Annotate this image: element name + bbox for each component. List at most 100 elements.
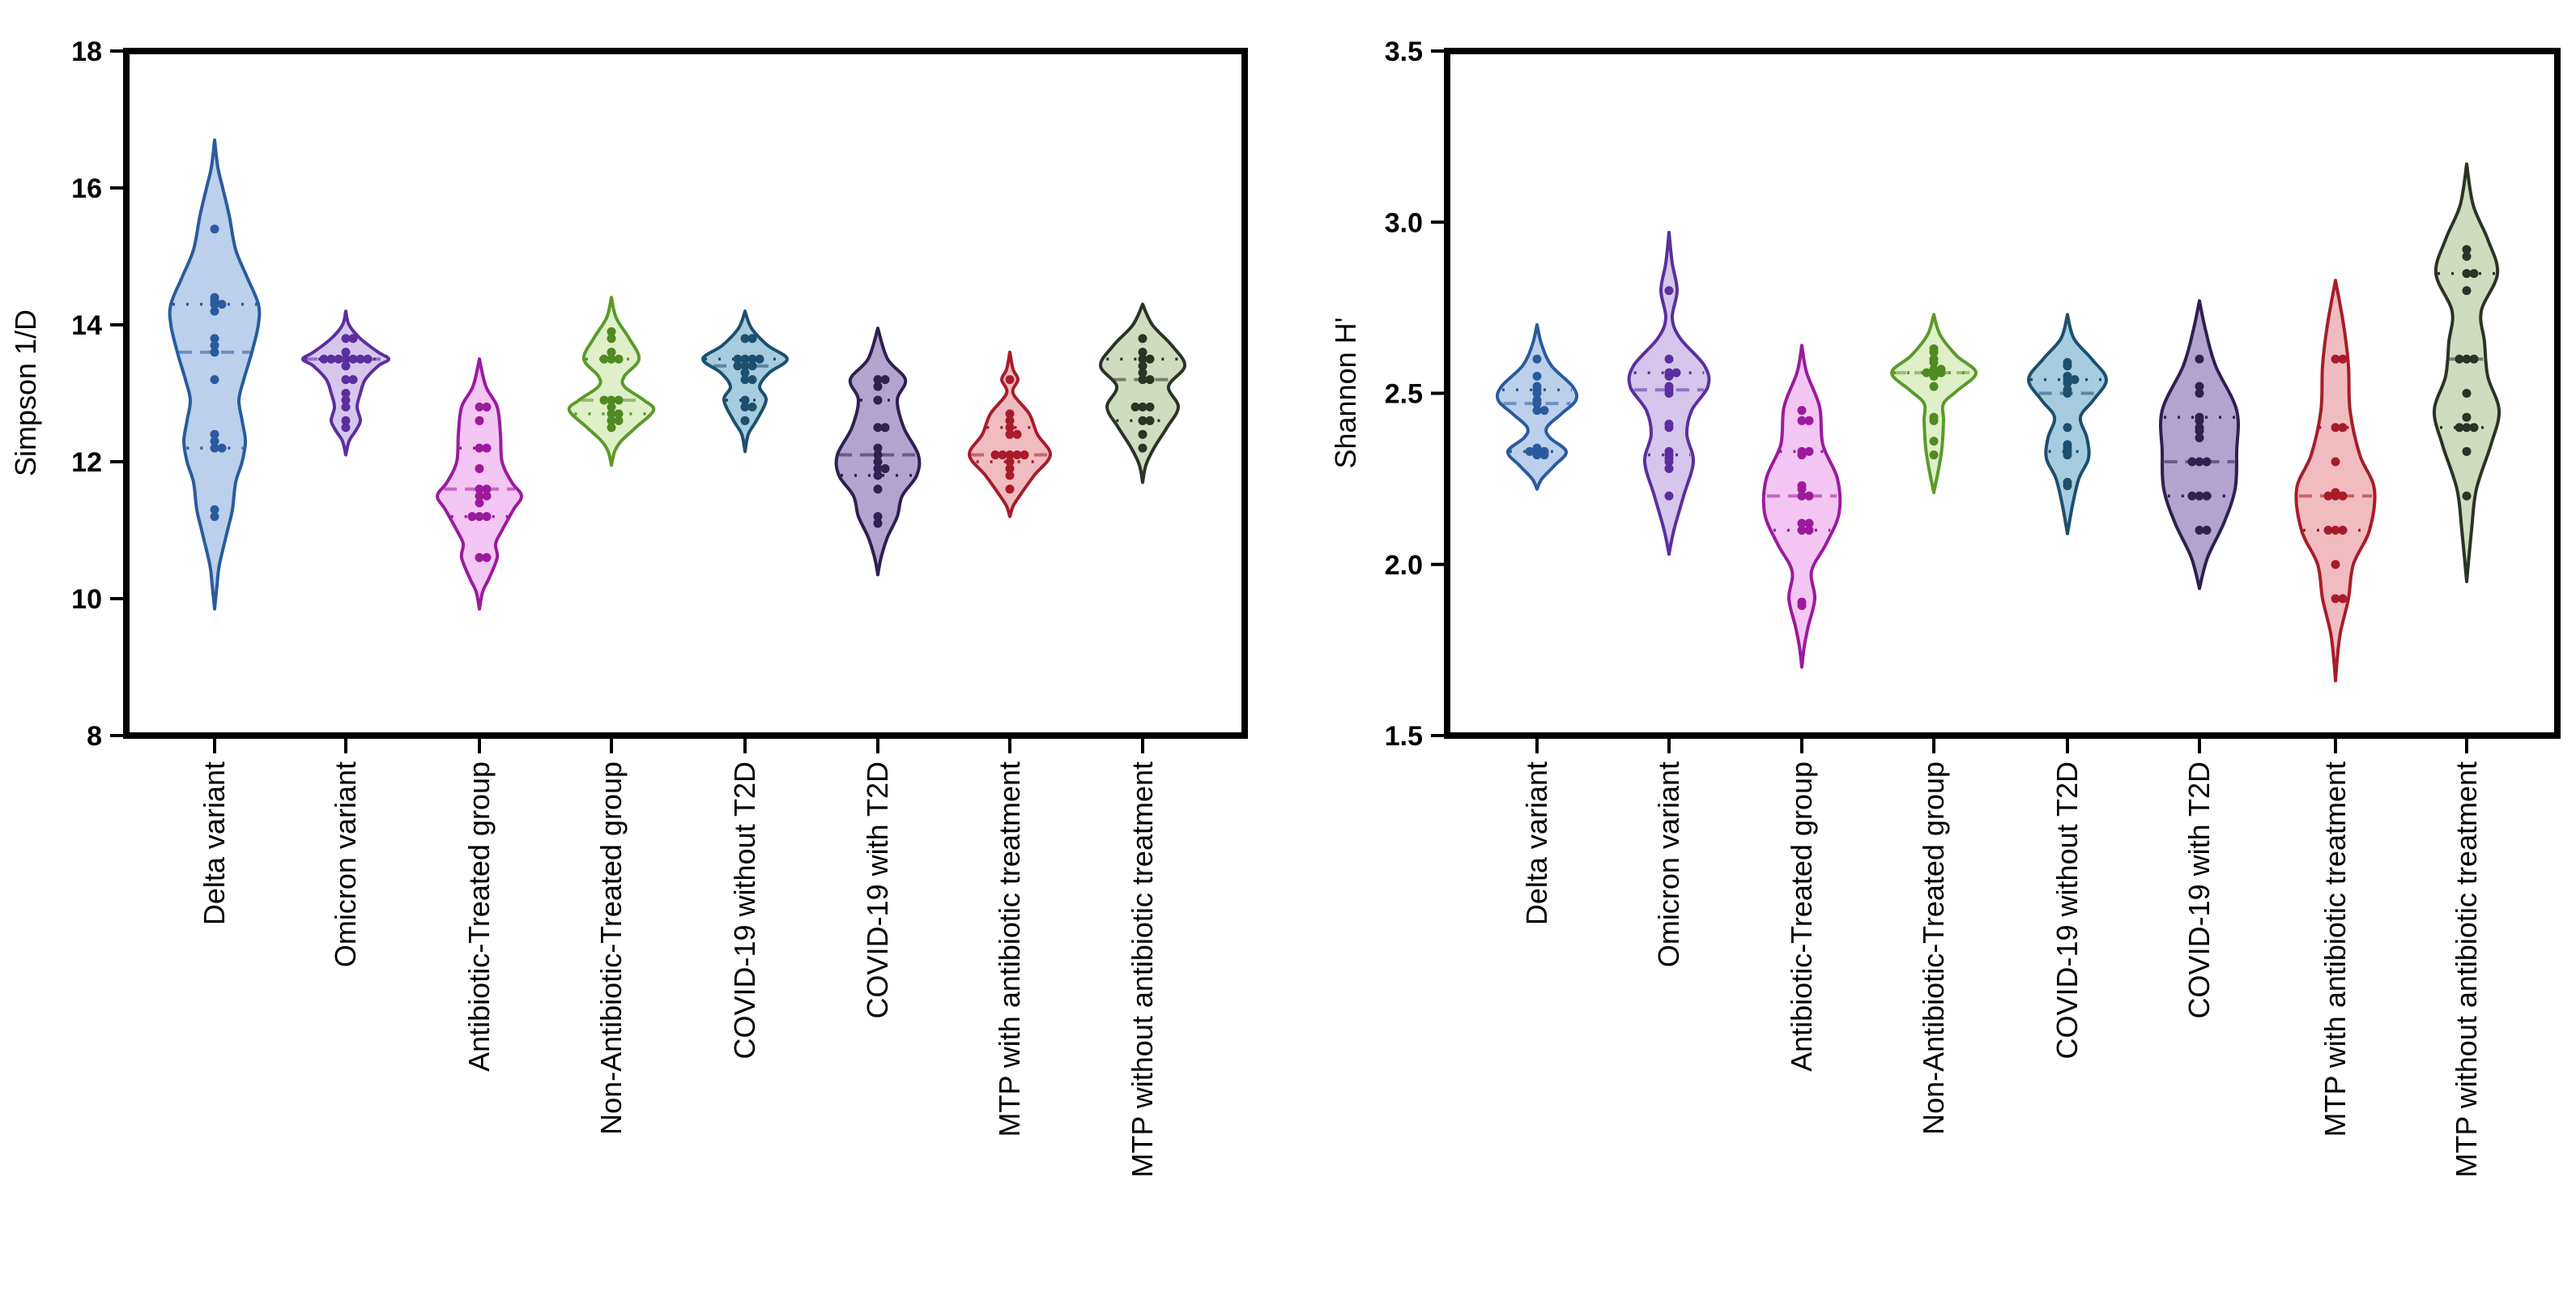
data-point [1138, 348, 1147, 357]
data-point [1664, 354, 1674, 364]
data-point [614, 409, 624, 419]
data-point [1664, 454, 1674, 463]
data-point [2331, 526, 2340, 535]
data-point [210, 443, 219, 453]
data-point [2469, 423, 2479, 433]
data-point [607, 402, 616, 412]
data-point [482, 512, 492, 522]
x-category-label: Antibiotic-Treated group [1785, 761, 1818, 1072]
data-point [747, 375, 757, 385]
violin-body [436, 357, 523, 611]
data-point [1664, 463, 1674, 473]
data-point [1532, 406, 1542, 416]
data-point [475, 443, 484, 453]
data-point [599, 354, 609, 364]
data-point [1005, 450, 1015, 460]
data-point [2195, 382, 2204, 391]
data-point [1797, 518, 1807, 528]
data-point [873, 375, 883, 385]
data-point [873, 450, 883, 460]
data-point [2063, 389, 2072, 398]
data-point [1532, 389, 1542, 398]
data-point [2195, 426, 2204, 436]
plot-frame [123, 48, 1248, 739]
data-point [1929, 450, 1939, 460]
data-point [348, 334, 358, 343]
data-point [2195, 433, 2204, 442]
x-category-label: MTP without antibiotic treatment [1126, 761, 1159, 1178]
data-point [607, 409, 616, 419]
data-point [733, 354, 743, 364]
data-point [2063, 450, 2072, 460]
data-point [2331, 354, 2340, 364]
data-point [2063, 481, 2072, 491]
data-point [2462, 389, 2472, 398]
data-point [599, 395, 609, 405]
data-point [1005, 471, 1015, 480]
violin-mtp-with [968, 350, 1052, 518]
y-tick-label: 12 [71, 447, 102, 478]
y-tick-label: 16 [71, 173, 102, 204]
data-point [482, 552, 492, 562]
x-category-label: Non-Antibiotic-Treated group [594, 761, 628, 1135]
data-point [2187, 491, 2197, 501]
data-point [217, 300, 227, 309]
violin-covid-t2d [2159, 299, 2240, 591]
data-point [607, 395, 616, 405]
data-point [740, 416, 750, 425]
data-point [2202, 491, 2212, 501]
data-point [1936, 365, 1946, 374]
x-category-label: Delta variant [1520, 761, 1553, 925]
data-point [210, 340, 219, 350]
data-point [1797, 416, 1807, 425]
data-point [319, 354, 329, 364]
data-point [467, 512, 477, 522]
data-point [740, 334, 750, 343]
data-point [1804, 446, 1814, 456]
data-point [607, 334, 616, 343]
violin-body [2159, 299, 2240, 591]
data-point [1804, 526, 1814, 535]
violin-body [1890, 313, 1978, 495]
data-point [2462, 252, 2472, 261]
data-point [341, 334, 351, 343]
violin-delta [1495, 323, 1579, 491]
data-point [1145, 416, 1155, 425]
data-point [1929, 437, 1939, 446]
data-point [880, 423, 890, 433]
simpson-y-axis-title: Simpson 1/D [9, 309, 42, 476]
data-point [210, 348, 219, 357]
data-point [341, 416, 351, 425]
data-point [607, 354, 616, 364]
data-point [873, 423, 883, 433]
data-point [1532, 399, 1542, 408]
data-point [356, 354, 365, 364]
data-point [2195, 526, 2204, 535]
data-point [475, 416, 484, 425]
data-point [1664, 286, 1674, 296]
data-point [2331, 457, 2340, 467]
data-point [210, 512, 219, 522]
data-point [1532, 450, 1542, 460]
data-point [341, 375, 351, 385]
violin-mtp-without [2432, 162, 2501, 583]
data-point [1138, 375, 1147, 385]
data-point [2462, 286, 2472, 296]
data-point [607, 423, 616, 433]
data-point [873, 463, 883, 473]
data-point [1929, 357, 1939, 367]
data-point [1922, 368, 1931, 378]
violin-body [1099, 302, 1186, 484]
data-point [1020, 450, 1029, 460]
data-point [2195, 491, 2204, 501]
data-point [2195, 457, 2204, 467]
data-point [1664, 423, 1674, 433]
data-point [873, 484, 883, 494]
data-point [747, 361, 757, 371]
data-point [2462, 423, 2472, 433]
simpson-panel: Simpson 1/D 8 10 12 14 16 18 Delta variant Omic… [9, 36, 1248, 1178]
data-point [2331, 423, 2340, 433]
data-point [210, 334, 219, 343]
violin-non-antibiotic [567, 296, 656, 467]
data-point [2469, 354, 2479, 364]
